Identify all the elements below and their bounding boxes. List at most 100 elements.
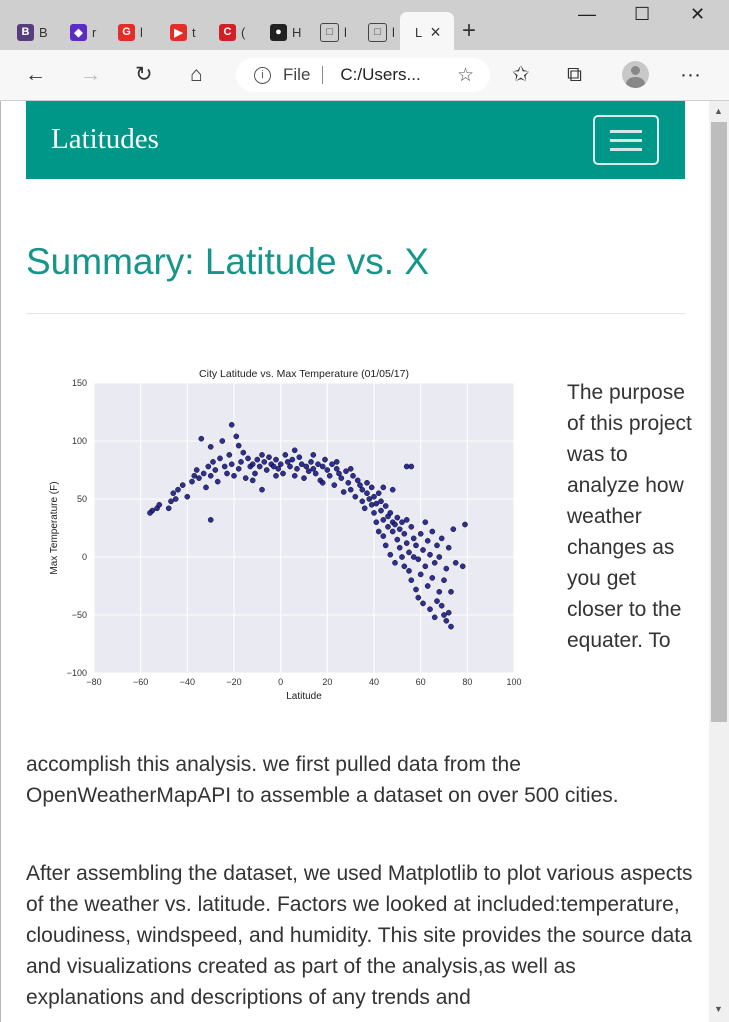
- data-point: [207, 517, 214, 523]
- data-point: [322, 456, 328, 463]
- data-point: [147, 510, 153, 516]
- browser-tab[interactable]: ● H: [270, 14, 301, 50]
- y-tick-label: 0: [82, 552, 87, 562]
- data-point: [165, 505, 172, 512]
- browser-tab[interactable]: [54, 14, 59, 50]
- data-point: [291, 447, 298, 454]
- data-point: [217, 455, 223, 462]
- browser-tab[interactable]: ▶ t: [170, 14, 196, 50]
- data-point: [261, 459, 268, 465]
- profile-avatar[interactable]: [622, 61, 649, 88]
- x-tick-label: −20: [226, 677, 241, 687]
- data-point: [406, 568, 412, 574]
- data-point: [415, 556, 422, 563]
- data-point: [385, 523, 391, 530]
- minimize-button[interactable]: —: [578, 4, 596, 24]
- tab-label: B: [39, 24, 48, 40]
- home-icon[interactable]: ⌂: [190, 63, 203, 86]
- data-point: [410, 554, 417, 560]
- data-point: [378, 498, 384, 505]
- browser-tab[interactable]: ◆ r: [70, 14, 96, 50]
- data-point: [436, 554, 443, 560]
- data-point: [172, 496, 179, 502]
- data-point: [312, 470, 319, 477]
- data-point: [329, 461, 335, 468]
- new-tab-button[interactable]: +: [462, 17, 477, 44]
- url-text[interactable]: C:/Users...: [340, 65, 421, 84]
- data-point: [448, 588, 454, 595]
- tab-label: l: [140, 24, 143, 40]
- data-point: [413, 542, 419, 549]
- data-point: [413, 586, 419, 593]
- data-point: [238, 459, 244, 465]
- data-point: [231, 472, 237, 479]
- x-tick-label: −40: [180, 677, 195, 687]
- refresh-icon[interactable]: ↻: [135, 63, 153, 86]
- data-point: [371, 493, 377, 500]
- data-point: [364, 490, 370, 497]
- close-tab-icon[interactable]: ×: [430, 21, 441, 42]
- tab-label: H: [292, 24, 302, 40]
- x-tick-label: 60: [416, 677, 426, 687]
- page-viewport: Latitudes Summary: Latitude vs. X −80 −60…: [0, 101, 709, 1022]
- data-point: [263, 467, 270, 473]
- forward-icon[interactable]: →: [80, 63, 101, 86]
- data-point: [280, 470, 286, 477]
- data-point: [198, 435, 205, 442]
- data-point: [459, 563, 466, 570]
- maximize-button[interactable]: ☐: [634, 4, 651, 24]
- address-bar[interactable]: i File C:/Users... ☆: [236, 58, 490, 92]
- more-menu-button[interactable]: ···: [680, 63, 701, 86]
- site-info-icon[interactable]: i: [254, 66, 271, 84]
- scroll-down-icon[interactable]: ▼: [714, 1004, 723, 1014]
- data-point: [373, 519, 380, 526]
- scroll-up-icon[interactable]: ▲: [714, 106, 723, 116]
- plot-area: [94, 383, 514, 673]
- data-point: [259, 486, 265, 493]
- data-point: [408, 523, 415, 530]
- data-point: [408, 463, 415, 470]
- data-point: [364, 479, 370, 486]
- data-point: [429, 575, 436, 581]
- data-point: [226, 452, 233, 458]
- data-point: [294, 465, 300, 472]
- browser-tab[interactable]: □ l: [320, 14, 347, 50]
- scrollbar[interactable]: ▲ ▼: [709, 101, 729, 1022]
- browser-tab[interactable]: □ l: [368, 14, 395, 50]
- data-point: [441, 612, 447, 618]
- data-point: [352, 493, 359, 500]
- data-point: [289, 456, 296, 463]
- scrollbar-thumb[interactable]: [711, 122, 727, 722]
- site-brand[interactable]: Latitudes: [51, 123, 159, 155]
- favorites-list-icon[interactable]: ✩: [512, 63, 530, 86]
- browser-tab[interactable]: C(: [219, 14, 245, 50]
- data-point: [443, 617, 450, 624]
- data-point: [380, 533, 387, 539]
- navbar-toggle-button[interactable]: [593, 115, 659, 165]
- collections-icon[interactable]: ⧉: [567, 63, 582, 86]
- data-point: [287, 463, 293, 470]
- data-point: [273, 472, 279, 479]
- tab-favicon-icon: ▶: [170, 23, 187, 41]
- browser-toolbar: ← → ↻ ⌂ i File C:/Users... ☆ ✩ ⧉ ···: [0, 50, 729, 101]
- browser-tab[interactable]: L ×: [410, 14, 441, 50]
- data-point: [333, 459, 340, 465]
- x-axis-label: Latitude: [286, 691, 322, 702]
- data-point: [249, 477, 256, 484]
- data-point: [382, 503, 389, 509]
- data-point: [296, 454, 303, 461]
- data-point: [200, 470, 207, 477]
- back-icon[interactable]: ←: [25, 63, 46, 86]
- scheme-label: File: [283, 65, 311, 84]
- x-tick-label: 100: [506, 677, 521, 687]
- data-point: [203, 484, 209, 491]
- data-point: [445, 544, 452, 551]
- close-window-button[interactable]: ✕: [690, 4, 706, 24]
- chart-title: City Latitude vs. Max Temperature (01/05…: [199, 368, 409, 380]
- page-title: Summary: Latitude vs. X: [26, 241, 430, 282]
- active-tab[interactable]: [400, 12, 454, 50]
- favorite-star-icon[interactable]: ☆: [456, 64, 474, 86]
- data-point: [291, 472, 298, 479]
